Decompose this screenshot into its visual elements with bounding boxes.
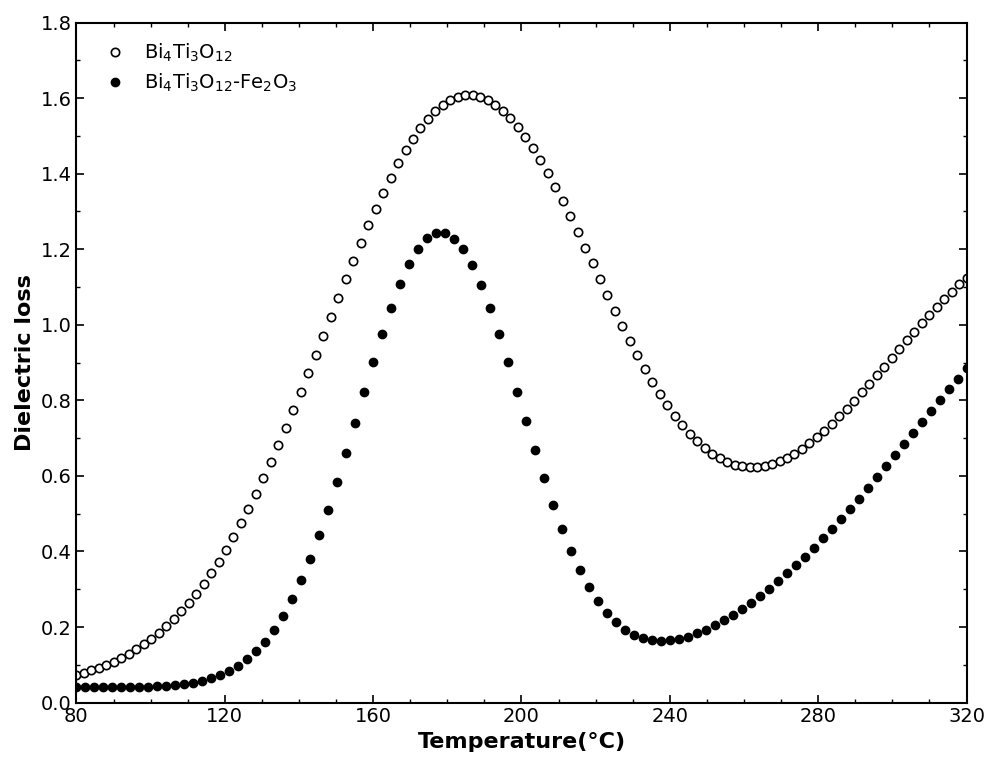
Bi$_4$Ti$_3$O$_{12}$-Fe$_2$O$_3$ (925, 407, 937, 416)
Bi$_4$Ti$_3$O$_{12}$ (467, 91, 479, 100)
Bi$_4$Ti$_3$O$_{12}$ (572, 227, 584, 236)
Bi$_4$Ti$_3$O$_{12}$ (960, 273, 972, 282)
Bi$_4$Ti$_3$O$_{12}$ (257, 474, 269, 483)
Bi$_4$Ti$_3$O$_{12}$-Fe$_2$O$_3$ (70, 683, 82, 692)
Bi$_4$Ti$_3$O$_{12}$ (310, 350, 322, 359)
Bi$_4$Ti$_3$O$_{12}$-Fe$_2$O$_3$ (241, 655, 253, 664)
Bi$_4$Ti$_3$O$_{12}$-Fe$_2$O$_3$ (430, 229, 442, 238)
Bi$_4$Ti$_3$O$_{12}$-Fe$_2$O$_3$ (898, 439, 910, 449)
Bi$_4$Ti$_3$O$_{12}$-Fe$_2$O$_3$ (277, 611, 289, 621)
Bi$_4$Ti$_3$O$_{12}$ (70, 670, 82, 680)
Bi$_4$Ti$_3$O$_{12}$-Fe$_2$O$_3$ (960, 364, 972, 373)
Bi$_4$Ti$_3$O$_{12}$-Fe$_2$O$_3$ (538, 473, 550, 482)
X-axis label: Temperature(°C): Temperature(°C) (417, 732, 626, 752)
Line: Bi$_4$Ti$_3$O$_{12}$: Bi$_4$Ti$_3$O$_{12}$ (72, 91, 971, 679)
Bi$_4$Ti$_3$O$_{12}$-Fe$_2$O$_3$ (610, 617, 622, 627)
Bi$_4$Ti$_3$O$_{12}$ (781, 453, 793, 463)
Legend: Bi$_4$Ti$_3$O$_{12}$, Bi$_4$Ti$_3$O$_{12}$-Fe$_2$O$_3$: Bi$_4$Ti$_3$O$_{12}$, Bi$_4$Ti$_3$O$_{12… (86, 32, 307, 104)
Bi$_4$Ti$_3$O$_{12}$ (938, 295, 950, 304)
Line: Bi$_4$Ti$_3$O$_{12}$-Fe$_2$O$_3$: Bi$_4$Ti$_3$O$_{12}$-Fe$_2$O$_3$ (72, 229, 971, 692)
Bi$_4$Ti$_3$O$_{12}$ (691, 437, 703, 446)
Y-axis label: Dielectric loss: Dielectric loss (15, 274, 35, 451)
